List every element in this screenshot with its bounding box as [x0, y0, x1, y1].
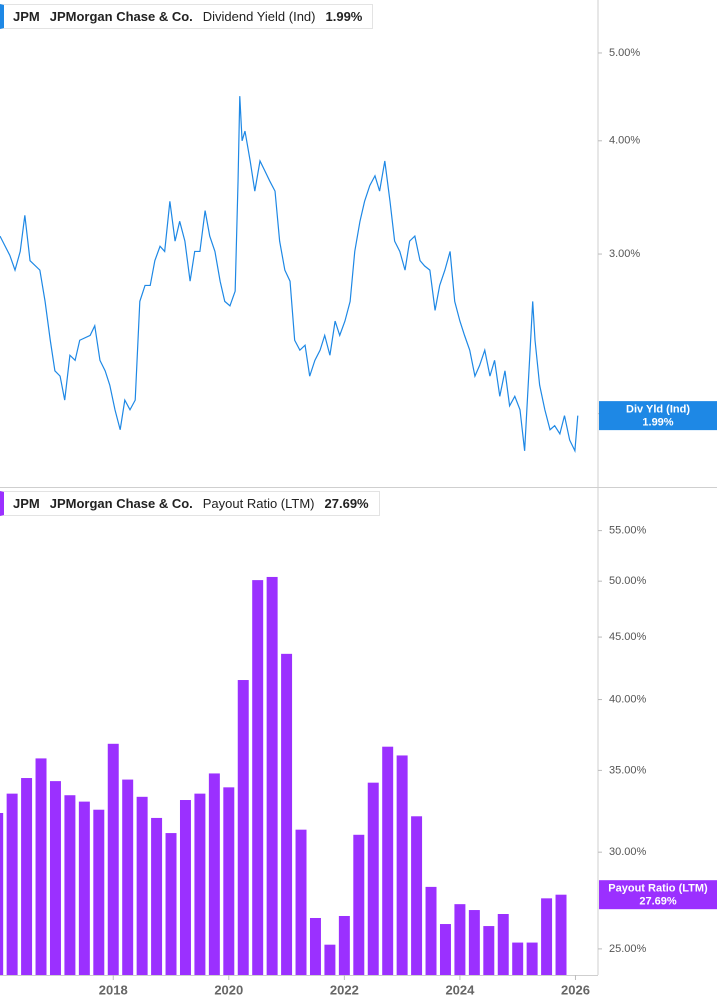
bar [411, 816, 423, 975]
x-tick-label: 2022 [330, 982, 359, 997]
bar [194, 793, 206, 975]
bar [541, 898, 553, 975]
bar [165, 833, 177, 975]
bar [237, 680, 249, 975]
bar [64, 795, 76, 975]
plot-area [0, 576, 567, 975]
bar [122, 779, 134, 975]
bar [6, 793, 18, 975]
bar [252, 580, 264, 975]
bar [555, 894, 567, 975]
bar [21, 778, 33, 975]
bar [281, 653, 293, 975]
y-tick-label: 35.00% [609, 764, 647, 776]
line-series [0, 96, 579, 454]
x-tick-label: 2026 [561, 982, 590, 997]
bar [49, 781, 61, 975]
y-tick-label: 50.00% [609, 575, 647, 587]
x-tick-label: 2018 [99, 982, 128, 997]
bar [497, 914, 509, 975]
badge-name: Payout Ratio (LTM) [608, 883, 708, 895]
bar [454, 904, 466, 975]
bar [35, 758, 47, 975]
y-tick-label: 3.00% [609, 248, 640, 260]
y-tick-label: 40.00% [609, 693, 647, 705]
y-tick-label: 55.00% [609, 525, 647, 537]
bar [439, 924, 451, 975]
bar [179, 800, 191, 975]
bar [309, 917, 321, 975]
last-value-badge [599, 401, 717, 431]
bar [338, 915, 350, 975]
badge-name: Div Yld (Ind) [626, 404, 690, 416]
bar [353, 834, 365, 975]
bar [483, 926, 495, 975]
bar [468, 910, 480, 975]
legend-header: JPM JPMorgan Chase & Co. Payout Ratio (L… [0, 491, 380, 516]
x-tick-label: 2024 [445, 982, 475, 997]
y-tick-label: 5.00% [609, 47, 640, 59]
bar [295, 829, 307, 975]
bar [526, 942, 538, 975]
bar [396, 755, 408, 975]
last-value: 1.99% [325, 9, 363, 24]
ticker: JPM [13, 9, 40, 24]
y-tick-label: 45.00% [609, 631, 647, 643]
last-value-badge [599, 880, 717, 910]
legend-entry: Payout Ratio (LTM) [202, 496, 315, 511]
bar [324, 944, 336, 975]
company: JPMorgan Chase & Co. [49, 9, 193, 24]
y-tick-label: 4.00% [609, 135, 640, 147]
bar [151, 817, 163, 975]
x-tick-label: 2020 [214, 982, 243, 997]
bar [425, 886, 437, 975]
bar [266, 576, 278, 975]
company: JPMorgan Chase & Co. [49, 496, 193, 511]
bar [93, 809, 105, 975]
legend-header: JPM JPMorgan Chase & Co. Dividend Yield … [0, 4, 374, 29]
legend-entry: Dividend Yield (Ind) [202, 9, 316, 24]
bar [0, 812, 4, 975]
bar [223, 787, 235, 975]
ticker: JPM [13, 496, 40, 511]
bar [367, 782, 379, 975]
y-tick-label: 30.00% [609, 846, 647, 858]
badge-value: 27.69% [639, 896, 677, 908]
y-tick-label: 25.00% [609, 943, 647, 955]
bar [78, 801, 90, 975]
bar [382, 746, 394, 975]
bar [208, 773, 220, 975]
bar [107, 743, 119, 975]
last-value: 27.69% [324, 496, 369, 511]
bar [512, 942, 524, 975]
plot-area [0, 96, 579, 454]
bar [136, 796, 148, 975]
badge-value: 1.99% [642, 417, 673, 429]
